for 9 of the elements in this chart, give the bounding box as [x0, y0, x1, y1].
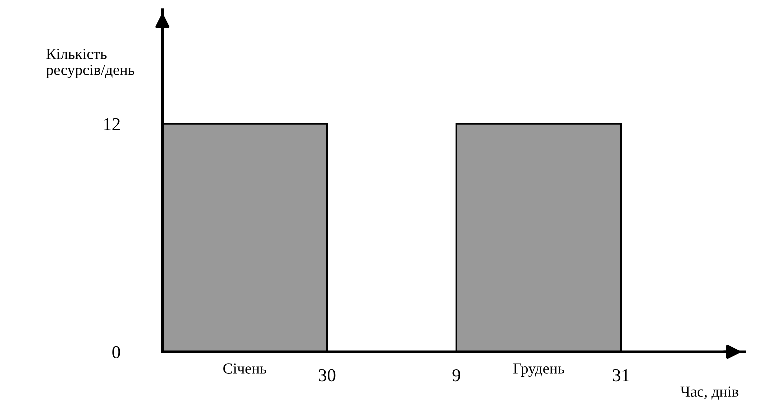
y-tick-label: 0	[112, 346, 120, 359]
text: 30	[319, 369, 336, 382]
x-tick-label: Січень	[224, 364, 267, 374]
x-tick-label: Грудень	[514, 364, 564, 378]
y-axis-title: Кількість ресурсів/день	[46, 49, 135, 78]
x-axis-title: Час, днів	[680, 386, 739, 400]
text: 9	[452, 369, 460, 382]
y-tick-label: 12	[104, 118, 120, 130]
text: 31	[613, 369, 630, 382]
